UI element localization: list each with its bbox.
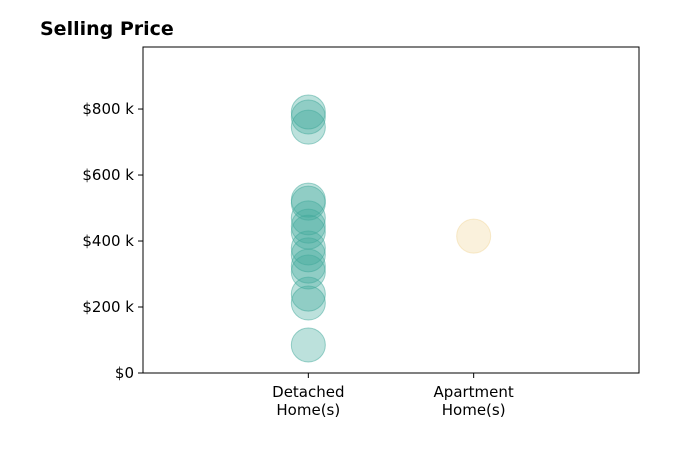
y-tick-label: $200 k xyxy=(82,298,134,316)
point xyxy=(290,94,326,130)
point xyxy=(456,218,492,254)
point xyxy=(290,230,326,266)
chart-title: Selling Price xyxy=(40,18,174,40)
y-tick-label: $600 k xyxy=(82,166,134,184)
point xyxy=(290,327,326,363)
x-tick-label: Apartment Home(s) xyxy=(434,383,514,419)
y-tick-label: $0 xyxy=(115,364,134,382)
point xyxy=(290,182,326,218)
point xyxy=(290,285,326,321)
point xyxy=(290,200,326,236)
point xyxy=(290,276,326,312)
y-tick-label: $800 k xyxy=(82,100,134,118)
plot-frame xyxy=(142,46,640,374)
y-tick-label: $400 k xyxy=(82,232,134,250)
x-tick-label: Detached Home(s) xyxy=(272,383,344,419)
point xyxy=(290,109,326,145)
point xyxy=(290,99,326,135)
